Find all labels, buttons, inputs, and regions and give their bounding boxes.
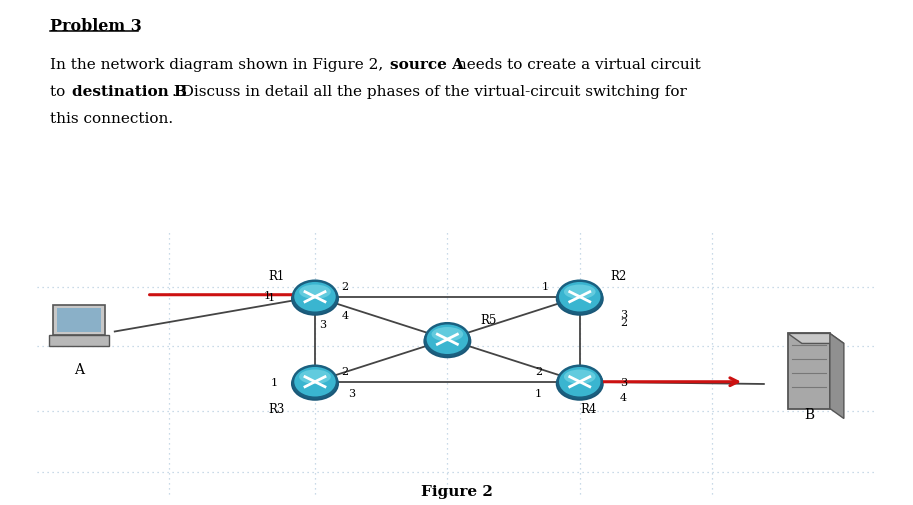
Ellipse shape (293, 281, 337, 313)
Ellipse shape (424, 325, 471, 359)
Text: B: B (803, 407, 813, 421)
Text: R5: R5 (480, 313, 497, 326)
Text: 1: 1 (268, 292, 275, 302)
Text: R1: R1 (268, 270, 285, 282)
Ellipse shape (564, 370, 595, 384)
Text: 2: 2 (341, 366, 349, 376)
Text: 2: 2 (620, 318, 627, 328)
Text: destination B: destination B (72, 85, 187, 98)
Text: source A: source A (390, 58, 464, 72)
Text: 4: 4 (341, 311, 349, 321)
Text: . Discuss in detail all the phases of the virtual‑circuit switching for: . Discuss in detail all the phases of th… (172, 85, 687, 98)
FancyBboxPatch shape (788, 334, 830, 409)
FancyBboxPatch shape (57, 309, 100, 333)
Ellipse shape (564, 285, 595, 299)
Text: 1: 1 (541, 281, 549, 291)
Ellipse shape (432, 327, 463, 342)
Text: 1: 1 (264, 290, 270, 300)
Ellipse shape (299, 285, 331, 299)
Polygon shape (830, 334, 844, 419)
Ellipse shape (558, 281, 602, 313)
Text: In the network diagram shown in Figure 2,: In the network diagram shown in Figure 2… (50, 58, 388, 72)
Ellipse shape (293, 366, 337, 398)
Ellipse shape (556, 367, 603, 401)
Text: needs to create a virtual circuit: needs to create a virtual circuit (452, 58, 701, 72)
Ellipse shape (558, 366, 602, 398)
Polygon shape (788, 334, 844, 344)
Text: A: A (74, 362, 84, 376)
Text: 1: 1 (270, 377, 278, 387)
Text: 3: 3 (319, 319, 326, 329)
Ellipse shape (425, 324, 469, 356)
Text: 2: 2 (535, 366, 542, 376)
Text: R2: R2 (610, 270, 626, 282)
Ellipse shape (291, 282, 339, 316)
Ellipse shape (299, 370, 331, 384)
Text: this connection.: this connection. (50, 112, 173, 126)
Text: 3: 3 (620, 377, 627, 387)
Text: to: to (50, 85, 70, 98)
FancyBboxPatch shape (53, 306, 105, 336)
Text: Figure 2: Figure 2 (421, 484, 492, 498)
Text: 3: 3 (620, 309, 627, 319)
Ellipse shape (556, 282, 603, 316)
Text: 2: 2 (341, 281, 349, 291)
Ellipse shape (291, 367, 339, 401)
Text: 3: 3 (348, 388, 355, 398)
Text: R4: R4 (581, 402, 597, 415)
FancyBboxPatch shape (48, 336, 109, 346)
Text: 1: 1 (535, 388, 542, 398)
Text: R3: R3 (268, 402, 285, 415)
Text: Problem 3: Problem 3 (50, 18, 142, 35)
Text: 4: 4 (620, 392, 627, 402)
